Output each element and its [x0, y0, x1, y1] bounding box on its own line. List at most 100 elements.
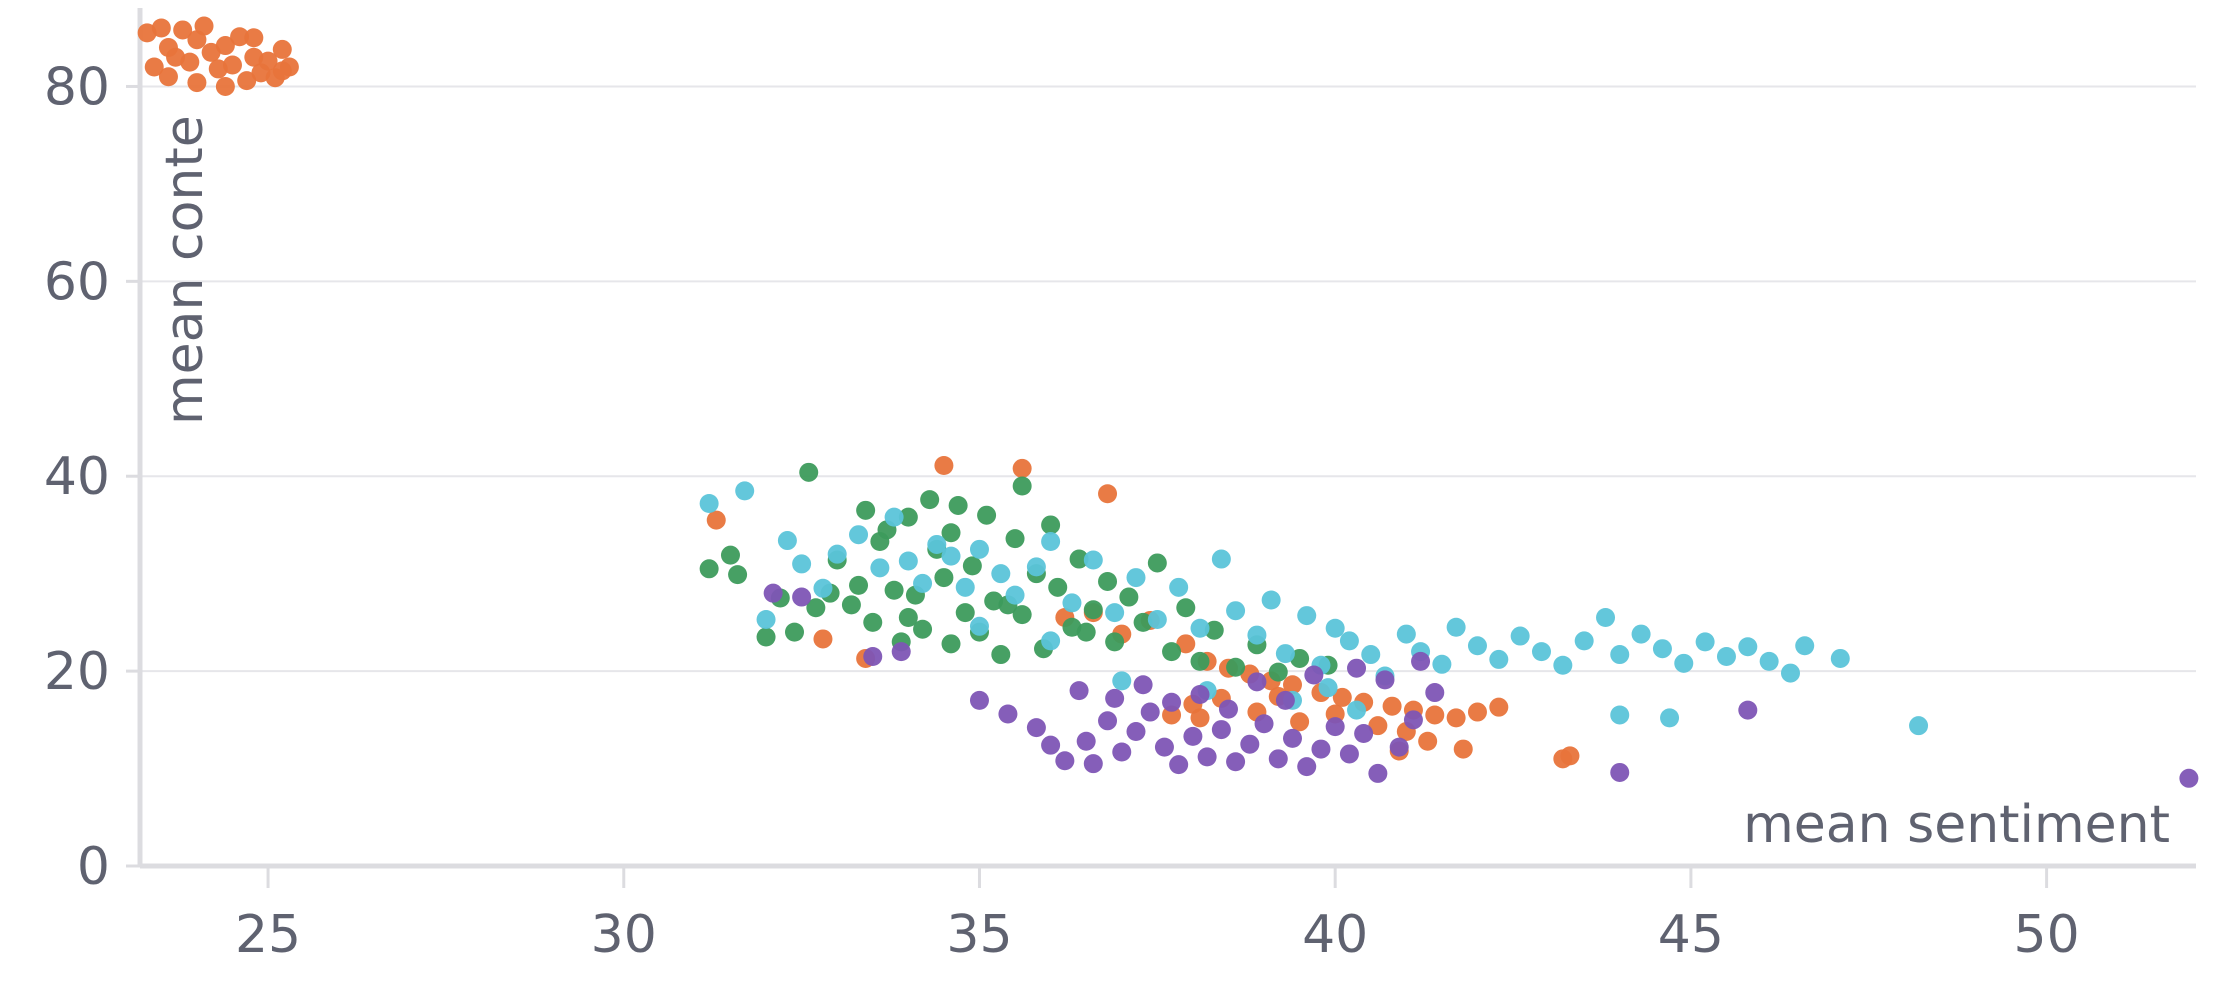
data-point [1211, 549, 1231, 569]
data-point [1133, 675, 1153, 695]
data-point [756, 609, 776, 629]
data-point [1560, 746, 1580, 766]
data-point [1339, 631, 1359, 651]
x-tick-label: 30 [591, 905, 657, 965]
data-point [1069, 681, 1089, 701]
data-point [1489, 697, 1509, 717]
data-point [728, 565, 748, 585]
data-point [1176, 634, 1196, 654]
data-point [1105, 603, 1125, 623]
grid-layer [140, 85, 2196, 673]
data-point [1226, 657, 1246, 677]
data-point [792, 554, 812, 574]
data-point [1425, 683, 1445, 703]
data-point [841, 595, 861, 615]
data-point [1282, 675, 1302, 695]
data-point [1112, 671, 1132, 691]
data-point [1325, 717, 1345, 737]
data-point [1083, 550, 1103, 570]
data-point [941, 523, 961, 543]
data-point [1112, 742, 1132, 762]
data-point [813, 629, 833, 649]
data-point [151, 18, 171, 38]
data-point [1126, 722, 1146, 742]
data-point [1026, 718, 1046, 738]
data-point [1652, 639, 1672, 659]
data-point [1361, 645, 1381, 665]
data-point [1169, 755, 1189, 775]
data-point [792, 587, 812, 607]
data-point [1453, 739, 1473, 759]
data-point [272, 61, 292, 81]
data-point [1190, 618, 1210, 638]
data-point [1041, 532, 1061, 552]
data-point [720, 545, 740, 565]
data-point [1311, 739, 1331, 759]
data-point [706, 510, 726, 530]
data-point [1304, 665, 1324, 685]
y-tick-label: 80 [44, 57, 110, 117]
data-point [1347, 700, 1367, 720]
data-point [1176, 598, 1196, 618]
data-point [1489, 649, 1509, 669]
data-point [1610, 705, 1630, 725]
data-point [1780, 663, 1800, 683]
data-point [272, 39, 292, 59]
data-point [222, 55, 242, 75]
data-point [1119, 587, 1139, 607]
data-point [1041, 735, 1061, 755]
data-point [1282, 728, 1302, 748]
data-point [1254, 714, 1274, 734]
data-point [991, 564, 1011, 584]
data-point [1553, 655, 1573, 675]
data-point [1268, 662, 1288, 682]
data-point [1268, 749, 1288, 769]
data-point [1467, 702, 1487, 722]
data-point [230, 27, 250, 47]
data-point [1162, 692, 1182, 712]
data-point [1076, 731, 1096, 751]
x-axis-title: mean sentiment [1743, 795, 2170, 855]
data-point [1041, 515, 1061, 535]
data-point [1631, 624, 1651, 644]
x-tick-label: 25 [235, 905, 301, 965]
data-point [1759, 651, 1779, 671]
data-point [1211, 720, 1231, 740]
data-point [977, 505, 997, 525]
data-point [1226, 601, 1246, 621]
data-point [1126, 568, 1146, 588]
data-point [1610, 645, 1630, 665]
data-point [1375, 670, 1395, 690]
data-point [1169, 577, 1189, 597]
data-point [1531, 642, 1551, 662]
data-point [969, 690, 989, 710]
data-point [1190, 685, 1210, 705]
y-tick-label: 60 [44, 252, 110, 312]
data-point [1098, 711, 1118, 731]
data-point [1218, 699, 1238, 719]
data-point [898, 551, 918, 571]
data-point [1083, 754, 1103, 774]
data-point [1005, 585, 1025, 605]
data-point [991, 645, 1011, 665]
data-point [173, 20, 193, 40]
data-point [934, 568, 954, 588]
data-point [1389, 737, 1409, 757]
data-point [1247, 672, 1267, 692]
data-point [1368, 716, 1388, 736]
data-point [1012, 458, 1032, 478]
data-point [1738, 700, 1758, 720]
data-point [1083, 600, 1103, 620]
data-point [1596, 608, 1616, 628]
data-point [1446, 617, 1466, 637]
y-tick-label: 40 [44, 447, 110, 507]
data-point [955, 603, 975, 623]
data-point [1290, 712, 1310, 732]
data-point [1411, 651, 1431, 671]
points-layer [137, 16, 2199, 788]
data-point [1432, 654, 1452, 674]
data-point [863, 612, 883, 632]
data-point [1325, 618, 1345, 638]
data-point [735, 481, 755, 501]
data-point [1133, 612, 1153, 632]
